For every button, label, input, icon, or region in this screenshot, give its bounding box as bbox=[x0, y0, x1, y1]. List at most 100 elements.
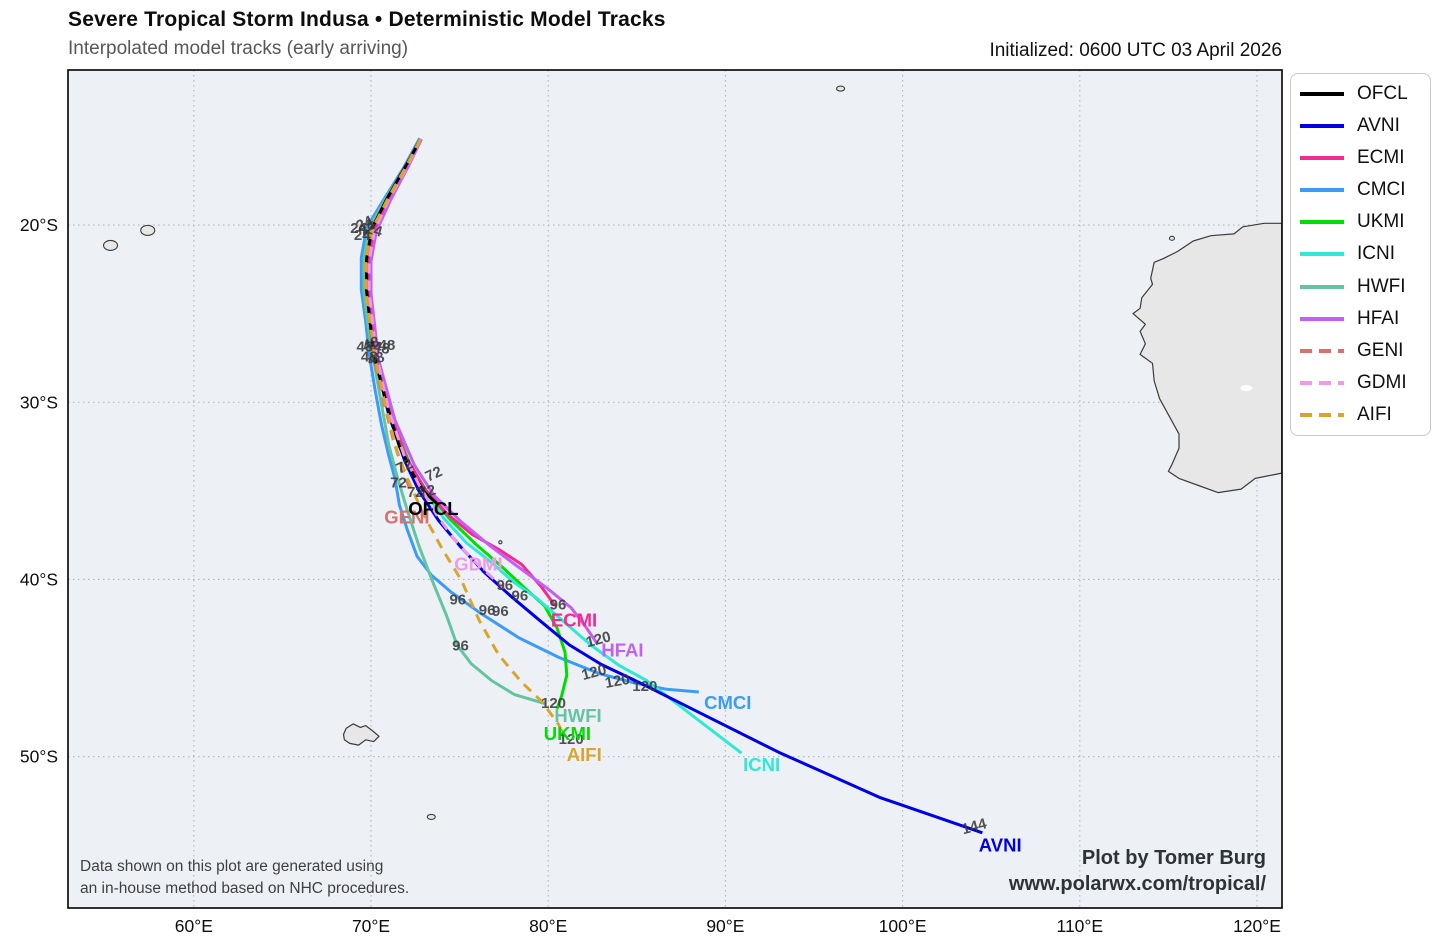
legend-line-sample bbox=[1300, 412, 1344, 417]
hour-label-120: 120 bbox=[604, 671, 632, 692]
hour-label-96: 96 bbox=[496, 577, 513, 594]
x-tick-label: 110°E bbox=[1057, 916, 1104, 936]
hour-label-96: 96 bbox=[452, 637, 469, 654]
hour-label-24: 24 bbox=[350, 220, 367, 237]
legend-line-sample bbox=[1300, 156, 1344, 161]
track-label-cmci: CMCI bbox=[704, 692, 751, 713]
hour-label-72: 72 bbox=[407, 484, 424, 501]
legend-item-icni: ICNI bbox=[1298, 239, 1430, 269]
hour-label-48: 48 bbox=[372, 338, 391, 358]
hour-label-72: 72 bbox=[393, 455, 415, 477]
hour-label-72: 72 bbox=[423, 463, 445, 485]
track-label-geni: GENI bbox=[384, 507, 429, 528]
page-title: Severe Tropical Storm Indusa • Determini… bbox=[68, 8, 666, 31]
island-mauritius bbox=[140, 224, 156, 236]
island-cocos-islands bbox=[836, 85, 846, 92]
x-tick-label: 80°E bbox=[529, 916, 567, 936]
legend-line-sample bbox=[1300, 252, 1344, 257]
hour-label-96: 96 bbox=[449, 591, 466, 608]
legend-line-sample bbox=[1300, 284, 1344, 289]
x-tick-label: 90°E bbox=[706, 916, 744, 936]
track-label-aifi: AIFI bbox=[567, 744, 602, 765]
hour-label-48: 48 bbox=[361, 349, 378, 366]
track-label-icni: ICNI bbox=[743, 754, 780, 775]
hour-label-120: 120 bbox=[559, 731, 584, 748]
legend: OFCL AVNI ECMI CMCI UKMI ICNI HWFI HFAI GENI GDMI… bbox=[1290, 73, 1431, 436]
hour-label-120: 120 bbox=[580, 661, 609, 684]
landmass-kerguelen bbox=[342, 723, 380, 746]
x-tick-labels: 60°E 70°E 80°E 90°E 100°E 110°E 120°E bbox=[175, 916, 1281, 936]
legend-label: HFAI bbox=[1357, 307, 1400, 329]
disclaimer-line-1: Data shown on this plot are generated us… bbox=[80, 858, 384, 875]
legend-item-avni: AVNI bbox=[1298, 111, 1430, 141]
page-subtitle: Interpolated model tracks (early arrivin… bbox=[68, 38, 409, 59]
track-aifi bbox=[364, 138, 566, 738]
y-tick-label: 20°S bbox=[20, 215, 58, 235]
credit-author: Plot by Tomer Burg bbox=[1081, 847, 1266, 869]
y-tick-label: 40°S bbox=[20, 569, 58, 589]
track-label-ecmi: ECMI bbox=[551, 609, 597, 630]
track-label-ofcl: OFCL bbox=[408, 498, 458, 519]
legend-item-gdmi: GDMI bbox=[1298, 368, 1430, 398]
legend-item-ukmi: UKMI bbox=[1298, 207, 1430, 237]
init-time-label: Initialized: 0600 UTC 03 April 2026 bbox=[989, 40, 1282, 61]
island-barrow-island bbox=[1168, 235, 1176, 241]
legend-label: HWFI bbox=[1357, 275, 1406, 297]
legend-label: OFCL bbox=[1357, 83, 1408, 105]
track-label-hfai: HFAI bbox=[601, 640, 643, 661]
legend-item-geni: GENI bbox=[1298, 336, 1430, 366]
hour-label-144: 144 bbox=[960, 815, 989, 838]
landmass-australia bbox=[1132, 222, 1282, 494]
island-heard-island bbox=[426, 813, 436, 820]
y-tick-labels: 20°S 30°S 40°S 50°S bbox=[20, 215, 58, 767]
credit-text: Plot by Tomer Burg www.polarwx.com/tropi… bbox=[1009, 845, 1266, 897]
legend-line-sample bbox=[1300, 220, 1344, 225]
hour-label-24: 24 bbox=[364, 220, 385, 241]
land-group bbox=[102, 85, 1282, 820]
legend-item-ecmi: ECMI bbox=[1298, 143, 1430, 173]
legend-item-aifi: AIFI bbox=[1298, 400, 1430, 430]
legend-item-cmci: CMCI bbox=[1298, 175, 1430, 205]
track-label-avni: AVNI bbox=[979, 835, 1022, 856]
hour-label-96: 96 bbox=[550, 597, 567, 614]
legend-line-sample bbox=[1300, 124, 1344, 129]
legend-line-sample bbox=[1300, 348, 1344, 353]
hour-label-120: 120 bbox=[541, 695, 566, 712]
island-reunion bbox=[102, 239, 119, 251]
x-tick-label: 120°E bbox=[1233, 916, 1281, 936]
y-tick-label: 50°S bbox=[20, 747, 58, 767]
legend-label: GENI bbox=[1357, 339, 1404, 361]
hour-label-96: 96 bbox=[492, 603, 509, 620]
legend-line-sample bbox=[1300, 92, 1344, 97]
x-tick-label: 100°E bbox=[879, 916, 927, 936]
y-tick-label: 30°S bbox=[20, 392, 58, 412]
hour-label-24: 24 bbox=[354, 212, 377, 235]
track-label-gdmi: GDMI bbox=[454, 554, 502, 575]
track-gdmi bbox=[367, 138, 505, 590]
hour-label-96: 96 bbox=[512, 588, 529, 605]
legend-label: ICNI bbox=[1357, 243, 1395, 265]
track-hwfi bbox=[362, 138, 546, 705]
hour-label-48: 48 bbox=[361, 333, 382, 355]
legend-label: CMCI bbox=[1357, 179, 1406, 201]
hour-label-120: 120 bbox=[632, 678, 657, 695]
track-label-hwfi: HWFI bbox=[554, 705, 601, 726]
x-tick-label: 70°E bbox=[352, 916, 390, 936]
legend-item-hfai: HFAI bbox=[1298, 304, 1430, 334]
legend-line-sample bbox=[1300, 316, 1344, 321]
x-tick-label: 60°E bbox=[175, 916, 213, 936]
legend-label: ECMI bbox=[1357, 147, 1405, 169]
lake-salt-lake bbox=[1240, 385, 1253, 392]
legend-label: GDMI bbox=[1357, 371, 1407, 393]
track-label-ukmi: UKMI bbox=[544, 723, 591, 744]
track-hfai bbox=[369, 138, 599, 645]
disclaimer-text: Data shown on this plot are generated us… bbox=[80, 856, 409, 900]
ocean-background bbox=[68, 70, 1282, 908]
hour-label-120: 120 bbox=[584, 628, 613, 651]
disclaimer-line-2: an in-house method based on NHC procedur… bbox=[80, 880, 410, 897]
credit-url: www.polarwx.com/tropical/ bbox=[1008, 873, 1266, 895]
